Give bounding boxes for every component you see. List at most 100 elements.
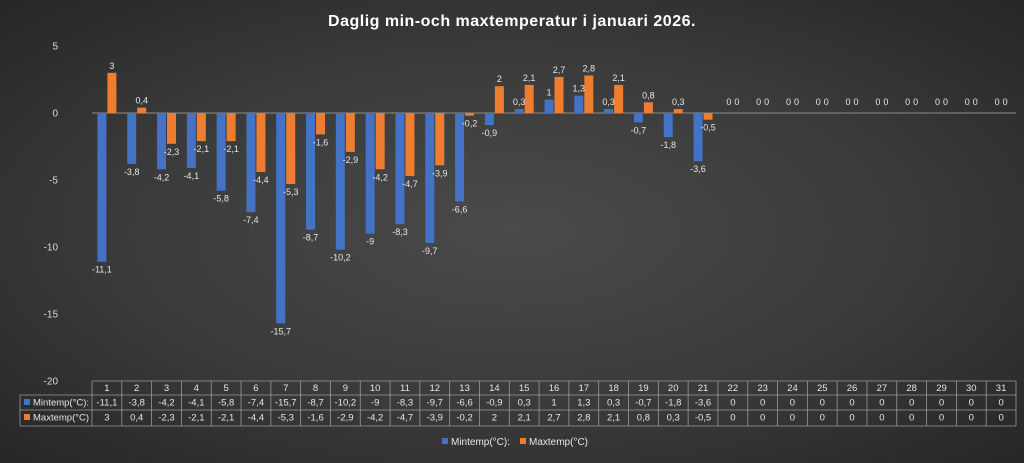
table-cell: -9,7 — [427, 398, 443, 409]
x-category-label: 8 — [313, 383, 318, 394]
max-bar-12 — [435, 113, 445, 166]
x-category-label: 15 — [519, 383, 530, 394]
min-data-label: 0,3 — [513, 97, 526, 107]
min-data-label: -9,7 — [422, 246, 438, 256]
table-cell: 0,3 — [607, 398, 620, 409]
x-category-label: 30 — [966, 383, 977, 394]
x-category-label: 19 — [638, 383, 649, 394]
max-data-label: 0 — [913, 97, 918, 107]
max-data-label: 0 — [824, 97, 829, 107]
min-data-label: 0 — [995, 97, 1000, 107]
table-cell: 0 — [849, 413, 854, 424]
x-category-label: 23 — [757, 383, 768, 394]
table-cell: -4,1 — [188, 398, 204, 409]
max-data-label: -4,4 — [253, 175, 269, 185]
x-category-label: 29 — [936, 383, 947, 394]
max-bar-2 — [137, 107, 147, 113]
min-bar-6 — [246, 113, 256, 213]
x-category-label: 12 — [429, 383, 440, 394]
x-category-label: 13 — [459, 383, 470, 394]
min-data-label: -0,7 — [631, 125, 647, 135]
max-bar-1 — [107, 72, 117, 113]
table-cell: -15,7 — [275, 398, 297, 409]
table-cell: -5,8 — [218, 398, 234, 409]
max-data-label: 0 — [1003, 97, 1008, 107]
table-cell: 0 — [969, 413, 974, 424]
table-cell: 0,4 — [130, 413, 143, 424]
max-bar-10 — [375, 113, 385, 170]
max-data-label: -2,1 — [194, 144, 210, 154]
table-cell: -2,1 — [188, 413, 204, 424]
x-category-label: 14 — [489, 383, 500, 394]
table-cell: -7,4 — [248, 398, 264, 409]
x-category-label: 18 — [608, 383, 619, 394]
min-data-label: -1,8 — [660, 140, 676, 150]
max-bar-17 — [584, 75, 594, 113]
max-bar-8 — [316, 113, 326, 135]
max-data-label: -2,3 — [164, 147, 180, 157]
min-bar-12 — [425, 113, 435, 243]
y-axis: 5 0 -5 -10 -15 -20 — [44, 42, 59, 388]
x-category-label: 25 — [817, 383, 828, 394]
max-data-label: 2,7 — [553, 65, 566, 75]
table-cell: -11,1 — [96, 398, 117, 409]
max-data-label: 0,4 — [135, 96, 148, 106]
min-data-label: -9 — [366, 237, 374, 247]
max-bar-20 — [673, 108, 683, 113]
min-data-label: -4,1 — [184, 171, 200, 181]
max-data-label: -2,9 — [343, 155, 359, 165]
x-category-label: 2 — [134, 383, 139, 394]
max-bar-11 — [405, 113, 415, 176]
table-cell: -3,9 — [427, 413, 443, 424]
max-data-label: 0 — [794, 97, 799, 107]
x-category-label: 22 — [728, 383, 739, 394]
x-category-label: 24 — [787, 383, 798, 394]
min-bar-21 — [693, 113, 703, 162]
table-cell: 0,8 — [637, 413, 650, 424]
y-tick-label: -15 — [44, 310, 59, 321]
min-data-label: 0 — [816, 97, 821, 107]
data-table: 1 2 3 4 5 6 7 8 9 10 11 12 13 14 15 16 17 18 19 20 21 22 23 24 2… — [19, 380, 1017, 427]
data-labels: -11,1 3 -3,8 0,4 -4,2 -2,3 -4,1 -2,1 -5,8 -2,1 -7,… — [92, 61, 1008, 337]
max-bar-15 — [524, 84, 534, 113]
x-category-label: 16 — [549, 383, 560, 394]
max-bar-14 — [494, 86, 504, 113]
table-cell: 0 — [790, 413, 795, 424]
min-data-label: -6,6 — [452, 204, 468, 214]
table-cell: 0 — [969, 398, 974, 409]
table-cell: 0 — [730, 398, 735, 409]
min-data-label: 1,3 — [573, 84, 586, 94]
min-data-label: -10,2 — [330, 253, 351, 263]
min-bar-16 — [544, 99, 554, 113]
legend-label-max: Maxtemp(°C) — [529, 437, 588, 448]
table-cell: -2,9 — [337, 413, 353, 424]
x-category-label: 11 — [400, 383, 410, 394]
max-data-label: -5,3 — [283, 187, 299, 197]
max-data-label: -4,7 — [402, 179, 418, 189]
min-bar-1 — [97, 113, 107, 262]
x-category-label: 21 — [698, 383, 709, 394]
table-cell: 0 — [909, 413, 914, 424]
x-category-label: 20 — [668, 383, 679, 394]
table-series-name: Maxtemp(°C) — [33, 413, 89, 424]
max-bar-19 — [643, 102, 653, 113]
x-category-label: 4 — [194, 383, 199, 394]
table-cell: 1,3 — [577, 398, 590, 409]
min-data-label: 0,3 — [602, 97, 615, 107]
max-data-label: 2,1 — [523, 73, 536, 83]
table-cell: -0,9 — [486, 398, 502, 409]
min-data-label: -3,6 — [690, 164, 706, 174]
y-tick-label: 5 — [52, 42, 58, 53]
max-data-label: 0,3 — [672, 97, 685, 107]
table-cell: -4,2 — [367, 413, 383, 424]
min-bar-11 — [395, 113, 405, 225]
table-cell: 2,1 — [607, 413, 620, 424]
table-cell: -5,3 — [278, 413, 294, 424]
legend-key-min — [442, 438, 448, 444]
max-bar-4 — [196, 113, 206, 142]
table-series-name: Mintemp(°C): — [33, 398, 89, 409]
table-cell: 0 — [998, 398, 1003, 409]
max-data-label: 3 — [109, 61, 114, 71]
table-cell: 3 — [104, 413, 109, 424]
